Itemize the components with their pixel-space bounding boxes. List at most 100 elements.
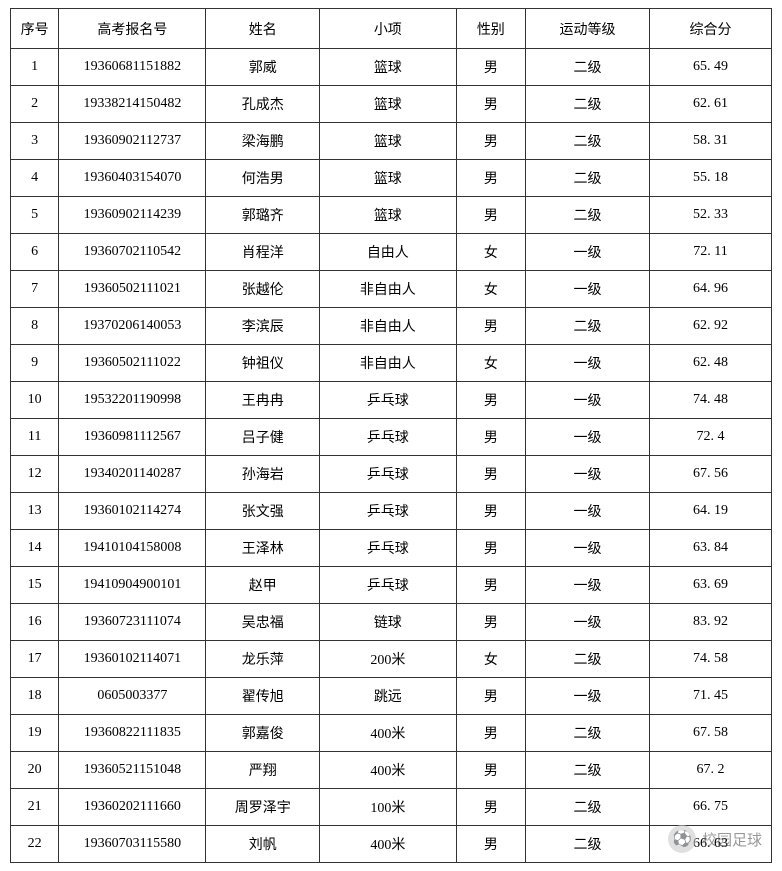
cell-gender: 男	[456, 715, 525, 752]
table-row: 119360681151882郭威篮球男二级65. 49	[11, 49, 772, 86]
cell-level: 二级	[526, 308, 650, 345]
cell-gender: 男	[456, 160, 525, 197]
cell-seq: 3	[11, 123, 59, 160]
cell-name: 吕子健	[206, 419, 320, 456]
cell-reg: 19360702110542	[59, 234, 206, 271]
table-row: 1719360102114071龙乐萍200米女二级74. 58	[11, 641, 772, 678]
cell-reg: 19360102114274	[59, 493, 206, 530]
cell-seq: 13	[11, 493, 59, 530]
cell-seq: 8	[11, 308, 59, 345]
cell-reg: 19360102114071	[59, 641, 206, 678]
cell-event: 400米	[320, 826, 457, 863]
cell-seq: 4	[11, 160, 59, 197]
table-row: 619360702110542肖程洋自由人女一级72. 11	[11, 234, 772, 271]
cell-reg: 19360822111835	[59, 715, 206, 752]
cell-gender: 男	[456, 382, 525, 419]
cell-reg: 19360521151048	[59, 752, 206, 789]
cell-seq: 1	[11, 49, 59, 86]
cell-score: 72. 11	[650, 234, 772, 271]
table-body: 119360681151882郭威篮球男二级65. 49219338214150…	[11, 49, 772, 863]
cell-name: 刘帆	[206, 826, 320, 863]
table-header-level: 运动等级	[526, 9, 650, 49]
cell-gender: 男	[456, 604, 525, 641]
table-row: 919360502111022钟祖仪非自由人女一级62. 48	[11, 345, 772, 382]
cell-level: 二级	[526, 49, 650, 86]
cell-seq: 7	[11, 271, 59, 308]
table-row: 1319360102114274张文强乒乓球男一级64. 19	[11, 493, 772, 530]
cell-gender: 男	[456, 86, 525, 123]
cell-level: 二级	[526, 826, 650, 863]
cell-reg: 19360981112567	[59, 419, 206, 456]
table-header-score: 综合分	[650, 9, 772, 49]
cell-name: 严翔	[206, 752, 320, 789]
cell-score: 64. 19	[650, 493, 772, 530]
cell-gender: 女	[456, 345, 525, 382]
table-header-name: 姓名	[206, 9, 320, 49]
table-row: 1919360822111835郭嘉俊400米男二级67. 58	[11, 715, 772, 752]
cell-name: 孙海岩	[206, 456, 320, 493]
cell-event: 篮球	[320, 123, 457, 160]
cell-score: 71. 45	[650, 678, 772, 715]
cell-seq: 14	[11, 530, 59, 567]
cell-level: 一级	[526, 271, 650, 308]
cell-score: 58. 31	[650, 123, 772, 160]
cell-name: 郭嘉俊	[206, 715, 320, 752]
cell-level: 一级	[526, 604, 650, 641]
cell-name: 郭璐齐	[206, 197, 320, 234]
cell-reg: 19360502111021	[59, 271, 206, 308]
cell-reg: 19360202111660	[59, 789, 206, 826]
table-row: 319360902112737梁海鹏篮球男二级58. 31	[11, 123, 772, 160]
cell-event: 乒乓球	[320, 419, 457, 456]
cell-name: 何浩男	[206, 160, 320, 197]
cell-gender: 男	[456, 419, 525, 456]
cell-level: 一级	[526, 382, 650, 419]
cell-level: 一级	[526, 493, 650, 530]
cell-seq: 12	[11, 456, 59, 493]
cell-gender: 女	[456, 234, 525, 271]
cell-event: 乒乓球	[320, 456, 457, 493]
table-row: 1019532201190998王冉冉乒乓球男一级74. 48	[11, 382, 772, 419]
cell-name: 吴忠福	[206, 604, 320, 641]
table-header-event: 小项	[320, 9, 457, 49]
table-row: 719360502111021张越伦非自由人女一级64. 96	[11, 271, 772, 308]
table-row: 219338214150482孔成杰篮球男二级62. 61	[11, 86, 772, 123]
cell-seq: 11	[11, 419, 59, 456]
cell-reg: 19360703115580	[59, 826, 206, 863]
table-header-gender: 性别	[456, 9, 525, 49]
cell-name: 肖程洋	[206, 234, 320, 271]
cell-seq: 18	[11, 678, 59, 715]
table-row: 2119360202111660周罗泽宇100米男二级66. 75	[11, 789, 772, 826]
cell-name: 梁海鹏	[206, 123, 320, 160]
cell-name: 王冉冉	[206, 382, 320, 419]
cell-seq: 9	[11, 345, 59, 382]
cell-score: 67. 2	[650, 752, 772, 789]
cell-gender: 女	[456, 641, 525, 678]
cell-event: 篮球	[320, 197, 457, 234]
cell-event: 乒乓球	[320, 493, 457, 530]
cell-gender: 男	[456, 308, 525, 345]
table-row: 180605003377翟传旭跳远男一级71. 45	[11, 678, 772, 715]
cell-event: 非自由人	[320, 308, 457, 345]
cell-event: 篮球	[320, 86, 457, 123]
cell-score: 63. 69	[650, 567, 772, 604]
cell-score: 65. 49	[650, 49, 772, 86]
cell-reg: 19340201140287	[59, 456, 206, 493]
cell-event: 400米	[320, 752, 457, 789]
cell-event: 跳远	[320, 678, 457, 715]
cell-score: 72. 4	[650, 419, 772, 456]
cell-event: 链球	[320, 604, 457, 641]
cell-seq: 6	[11, 234, 59, 271]
table-row: 1519410904900101赵甲乒乓球男一级63. 69	[11, 567, 772, 604]
cell-gender: 男	[456, 678, 525, 715]
cell-gender: 男	[456, 826, 525, 863]
cell-event: 非自由人	[320, 345, 457, 382]
table-header-row: 序号高考报名号姓名小项性别运动等级综合分	[11, 9, 772, 49]
cell-gender: 男	[456, 530, 525, 567]
table-row: 1619360723111074吴忠福链球男一级83. 92	[11, 604, 772, 641]
cell-event: 自由人	[320, 234, 457, 271]
cell-gender: 男	[456, 567, 525, 604]
cell-seq: 19	[11, 715, 59, 752]
cell-seq: 22	[11, 826, 59, 863]
cell-reg: 19360723111074	[59, 604, 206, 641]
cell-gender: 男	[456, 752, 525, 789]
